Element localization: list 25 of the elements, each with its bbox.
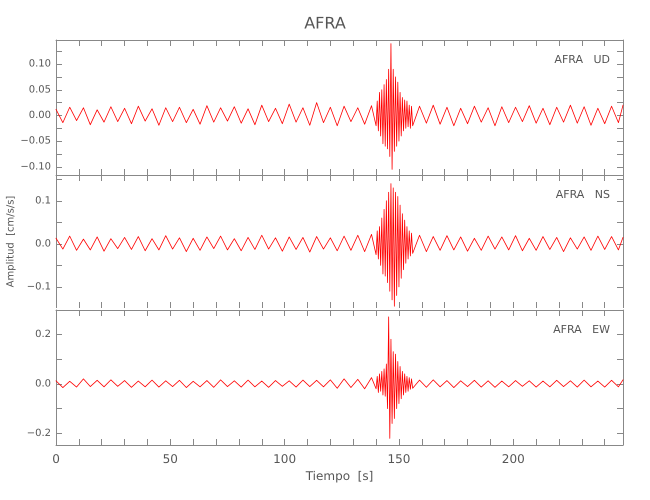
y-tick-label: 0.1 [35, 195, 51, 206]
line-series [56, 183, 624, 307]
annotation: AFRA UD [554, 53, 610, 66]
y-tick-label: 0.0 [35, 378, 51, 390]
y-tick-label: 0.10 [28, 58, 51, 70]
y-tick-label: −0.2 [26, 428, 51, 439]
y-axis-title: Amplitud [cm/s/s] [5, 196, 16, 288]
annotation: AFRA EW [553, 323, 610, 336]
line-series [56, 43, 624, 170]
y-tick-label: −0.05 [20, 136, 51, 147]
y-tick-label: 0.2 [35, 328, 51, 340]
chart-title: AFRA [304, 14, 346, 32]
y-tick-label: −0.10 [20, 161, 51, 172]
x-tick-label: 100 [273, 452, 296, 466]
x-axis-title: Tiempo [s] [304, 468, 374, 483]
y-tick-label: 0.00 [28, 110, 51, 121]
x-tick-label: 0 [52, 452, 60, 466]
y-tick-label: 0.0 [35, 238, 51, 250]
x-tick-label: 150 [387, 452, 410, 466]
x-tick-label: 200 [502, 452, 525, 466]
x-tick-label: 50 [162, 452, 178, 466]
y-tick-label: 0.05 [28, 84, 51, 96]
line-series [56, 316, 624, 439]
y-tick-label: −0.1 [26, 281, 51, 292]
annotation: AFRA NS [556, 188, 610, 201]
